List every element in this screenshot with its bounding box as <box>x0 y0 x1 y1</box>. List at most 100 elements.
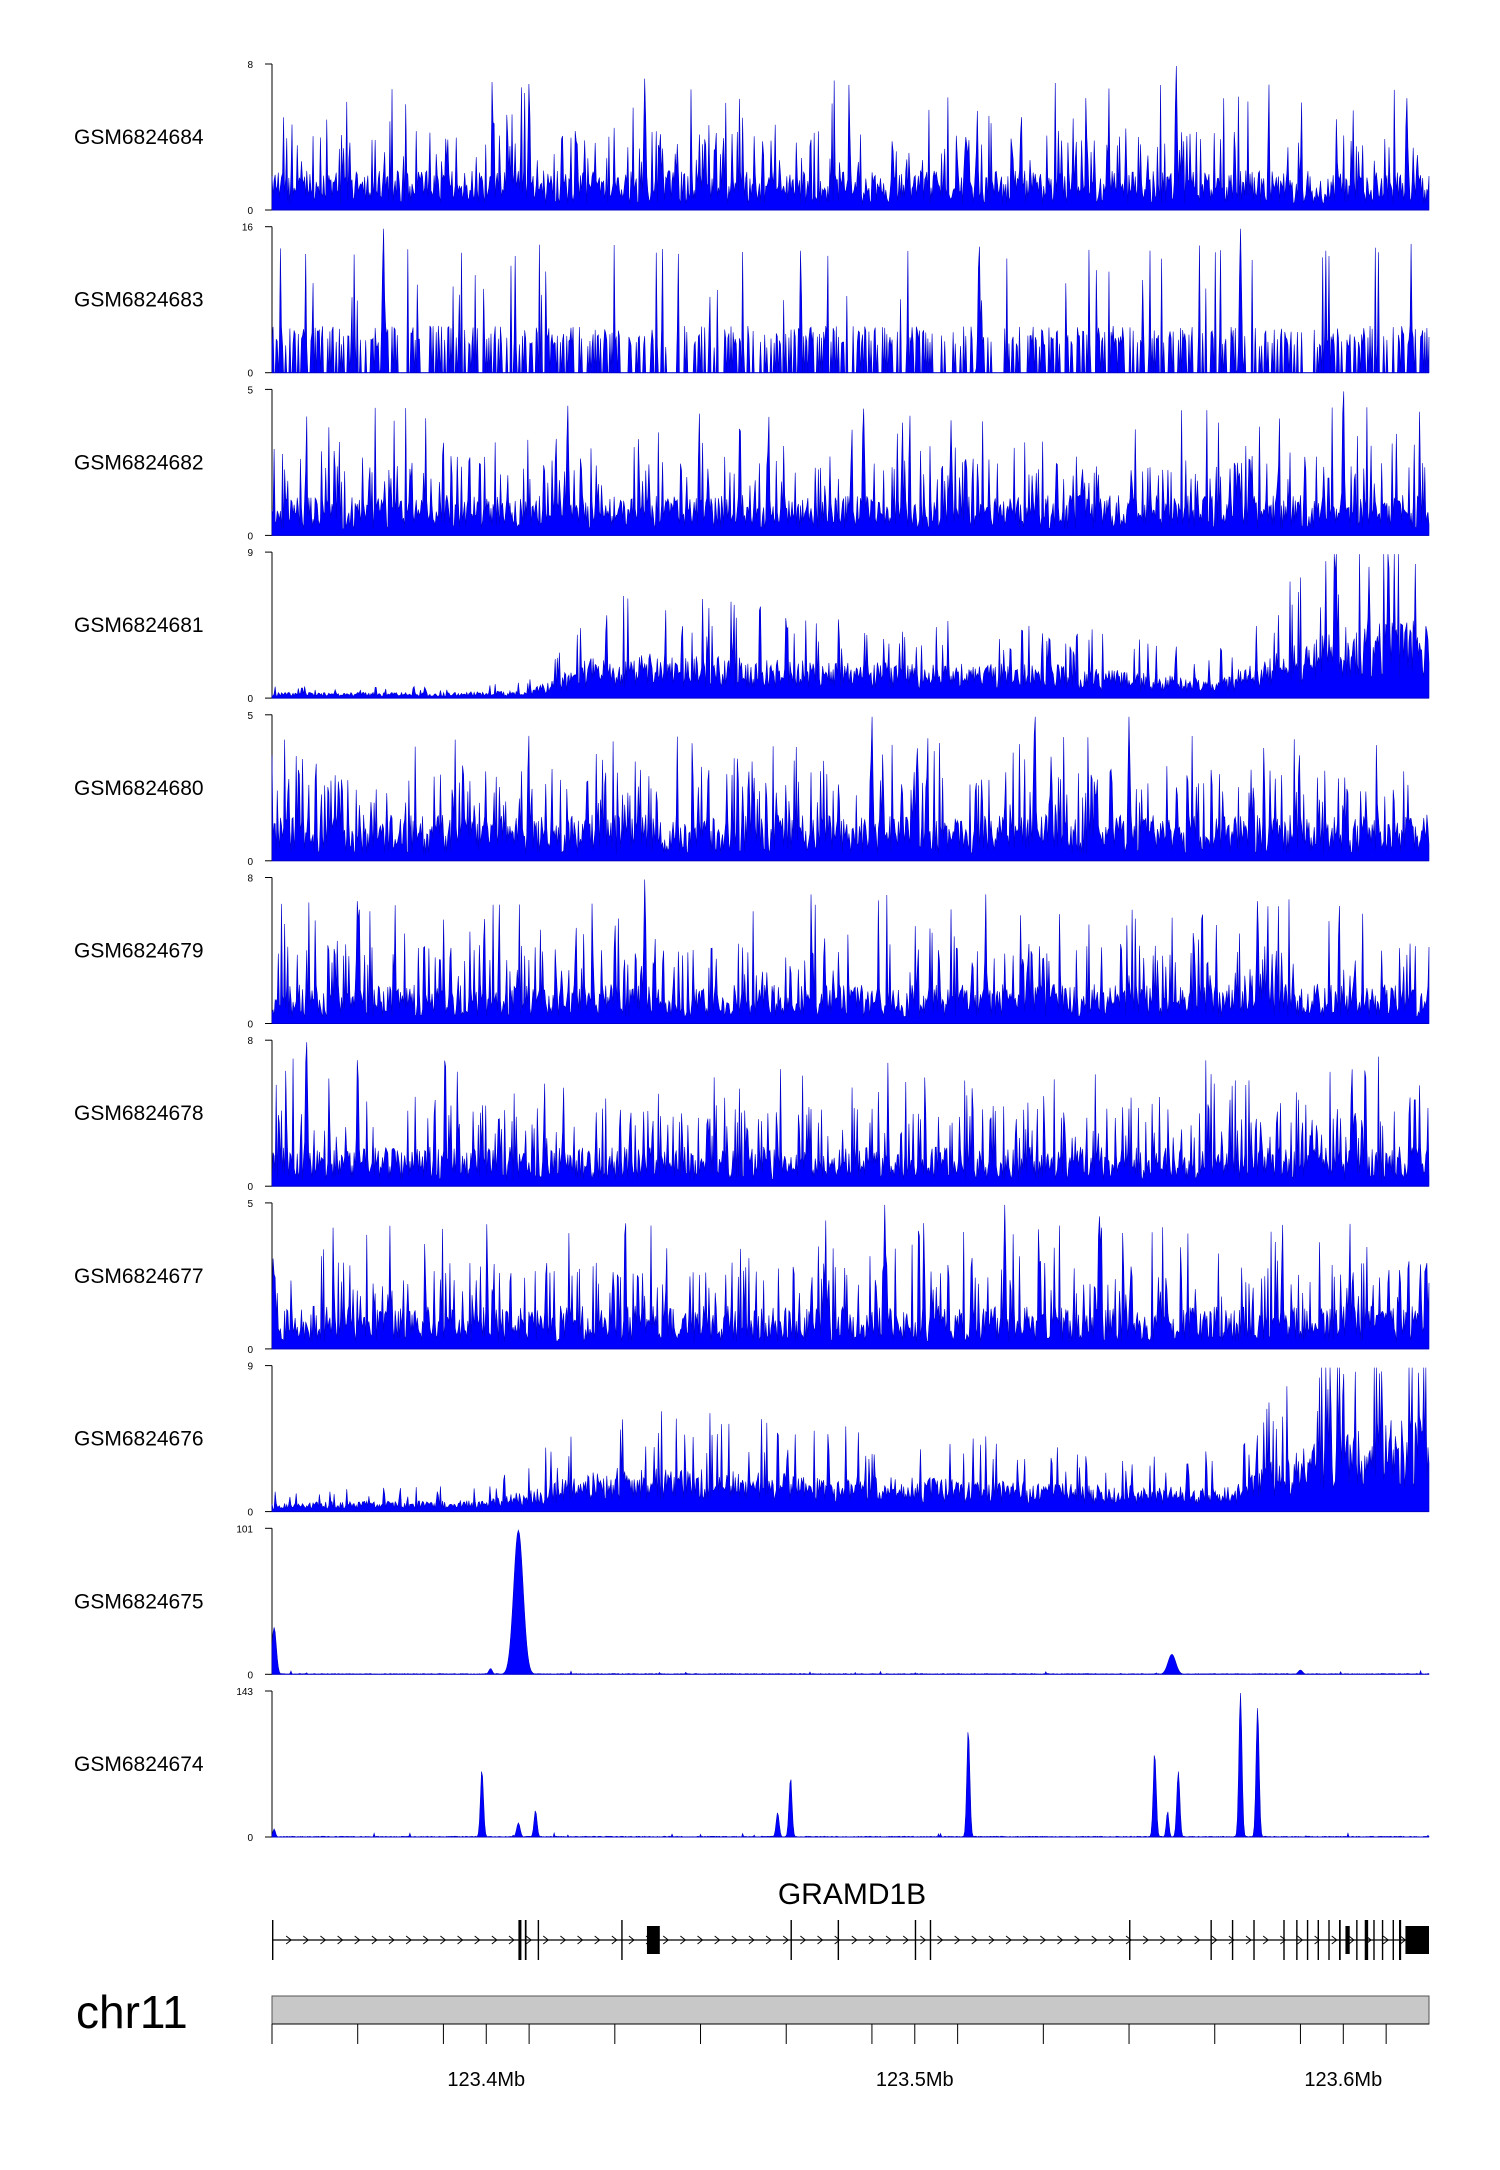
strand-arrow <box>388 1935 395 1945</box>
strand-arrow <box>1314 1935 1321 1945</box>
y-max-label-GSM6824677: 5 <box>247 1199 253 1210</box>
y-max-label-GSM6824678: 8 <box>247 1036 253 1047</box>
strand-arrow <box>851 1935 858 1945</box>
track-label-GSM6824678: GSM6824678 <box>74 1102 204 1125</box>
coverage-area-GSM6824675 <box>271 1529 1430 1675</box>
strand-arrow <box>525 1935 532 1945</box>
coverage-area-GSM6824681 <box>271 554 1430 699</box>
strand-arrow <box>1142 1935 1149 1945</box>
exon <box>1253 1920 1255 1960</box>
gene-name-label: GRAMD1B <box>778 1878 926 1911</box>
coverage-tracks: GSM682468480GSM6824683160GSM682468250GSM… <box>74 60 1430 1844</box>
strand-arrow <box>628 1935 635 1945</box>
coverage-area-GSM6824677 <box>271 1204 1430 1350</box>
strand-arrow <box>902 1935 910 1945</box>
y-min-label-GSM6824682: 0 <box>247 531 253 542</box>
exon <box>914 1920 917 1960</box>
track-GSM6824679: GSM6824679 8 0 <box>74 874 1430 1031</box>
strand-arrow <box>1160 1935 1167 1945</box>
strand-arrow <box>320 1935 327 1945</box>
strand-arrow <box>937 1935 944 1945</box>
y-max-label-GSM6824680: 5 <box>247 711 253 722</box>
strand-arrow <box>1382 1935 1389 1945</box>
coverage-area-GSM6824678 <box>271 1042 1430 1187</box>
genome-axis: 123.4Mb 123.5Mb 123.6Mb <box>271 2023 1429 2091</box>
track-GSM6824676: GSM6824676 9 0 <box>74 1362 1430 1519</box>
strand-arrow <box>748 1935 755 1945</box>
strand-arrow <box>1125 1935 1132 1945</box>
exon <box>1381 1920 1384 1960</box>
track-GSM6824675: GSM6824675 101 0 <box>74 1524 1430 1681</box>
strand-arrow <box>354 1935 361 1945</box>
gene-track: GRAMD1B <box>272 1878 1429 1960</box>
strand-arrow <box>1022 1935 1029 1945</box>
track-label-GSM6824682: GSM6824682 <box>74 451 204 474</box>
strand-arrow <box>817 1935 824 1945</box>
coverage-area-GSM6824679 <box>271 879 1430 1024</box>
strand-arrow <box>491 1935 498 1945</box>
strand-arrow <box>302 1935 310 1945</box>
strand-arrow <box>800 1935 807 1945</box>
strand-arrow <box>988 1935 995 1945</box>
y-max-label-GSM6824675: 101 <box>236 1524 253 1535</box>
strand-arrow <box>337 1935 344 1945</box>
exon <box>1339 1920 1341 1960</box>
strand-arrow <box>1177 1935 1184 1945</box>
track-label-GSM6824683: GSM6824683 <box>74 289 204 312</box>
strand-arrow <box>834 1935 841 1945</box>
y-max-label-GSM6824676: 9 <box>247 1362 253 1373</box>
coverage-area-GSM6824674 <box>271 1692 1430 1838</box>
strand-arrow <box>1057 1935 1064 1945</box>
y-min-label-GSM6824681: 0 <box>247 694 253 705</box>
y-max-label-GSM6824683: 16 <box>242 223 254 234</box>
strand-arrow <box>920 1935 927 1945</box>
exon <box>929 1920 932 1960</box>
exon <box>1317 1920 1319 1960</box>
coverage-area-GSM6824676 <box>271 1367 1430 1512</box>
y-min-label-GSM6824677: 0 <box>247 1345 253 1356</box>
strand-arrow <box>1262 1935 1269 1945</box>
strand-arrow <box>405 1935 412 1945</box>
coverage-area-GSM6824683 <box>271 228 1430 373</box>
exon <box>1129 1920 1131 1960</box>
strand-arrow <box>611 1935 618 1945</box>
track-label-GSM6824677: GSM6824677 <box>74 1265 204 1288</box>
strand-arrow <box>885 1935 892 1945</box>
strand-arrow <box>954 1935 961 1945</box>
track-GSM6824678: GSM6824678 8 0 <box>74 1036 1430 1193</box>
track-label-GSM6824675: GSM6824675 <box>74 1590 204 1613</box>
strand-arrow <box>457 1935 464 1945</box>
exon <box>646 1926 660 1954</box>
strand-arrow <box>1040 1935 1047 1945</box>
strand-arrow <box>765 1935 772 1945</box>
track-GSM6824674: GSM6824674 143 0 <box>74 1687 1430 1844</box>
exon <box>621 1920 623 1960</box>
strand-arrow <box>731 1935 738 1945</box>
track-GSM6824677: GSM6824677 5 0 <box>74 1199 1430 1356</box>
exon <box>1373 1920 1375 1960</box>
strand-arrow <box>1211 1935 1218 1945</box>
exon <box>1231 1920 1234 1960</box>
strand-arrow <box>1348 1935 1355 1945</box>
strand-arrow <box>508 1935 515 1945</box>
chromosome-label: chr11 <box>76 1986 188 2038</box>
coverage-area-GSM6824684 <box>271 65 1430 211</box>
y-max-label-GSM6824679: 8 <box>247 874 253 885</box>
strand-arrow <box>714 1935 721 1945</box>
exon <box>790 1920 792 1960</box>
exon <box>524 1920 527 1960</box>
y-min-label-GSM6824675: 0 <box>247 1670 253 1681</box>
strand-arrow <box>662 1935 670 1945</box>
exon <box>1356 1920 1358 1960</box>
strand-arrow <box>440 1935 447 1945</box>
exon <box>1210 1920 1212 1960</box>
exon <box>1306 1920 1309 1960</box>
strand-arrow <box>697 1935 704 1945</box>
strand-arrow <box>371 1935 378 1945</box>
exon <box>1364 1920 1369 1960</box>
exon <box>1328 1920 1330 1960</box>
track-label-GSM6824684: GSM6824684 <box>74 126 204 149</box>
track-label-GSM6824680: GSM6824680 <box>74 777 204 800</box>
strand-arrow <box>1091 1935 1098 1945</box>
y-max-label-GSM6824684: 8 <box>247 60 253 71</box>
